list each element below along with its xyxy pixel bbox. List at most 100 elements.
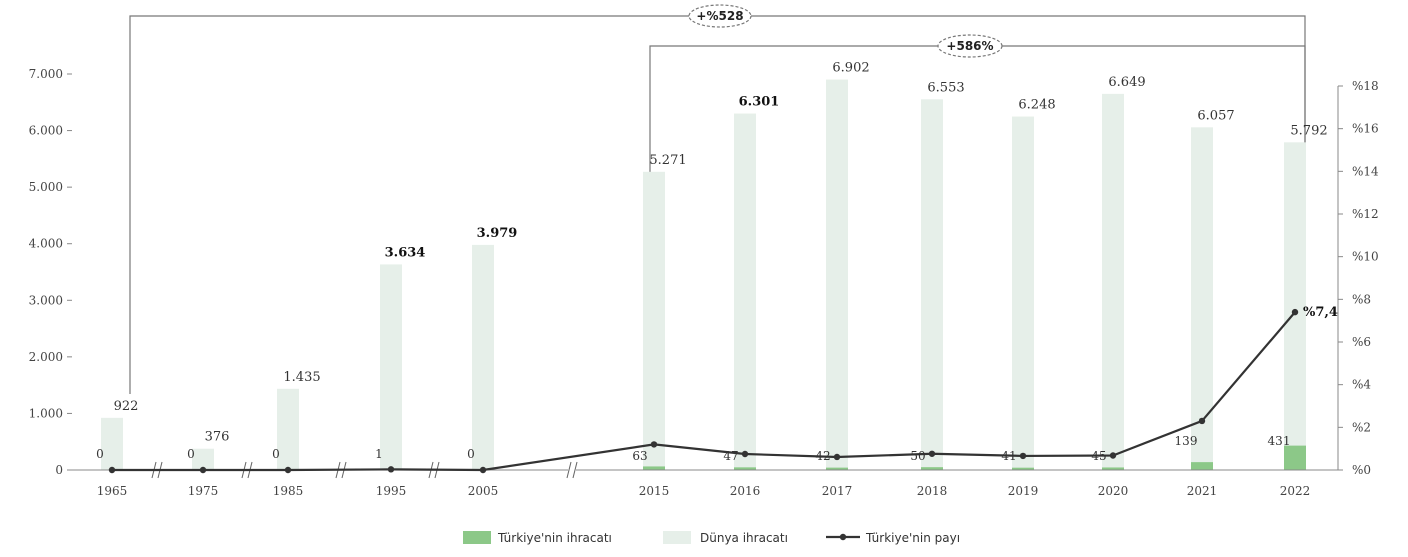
turkey-share-point-2015 (650, 441, 658, 448)
world-export-bar-1995 (380, 264, 402, 470)
turkey-export-bar-2018 (921, 467, 943, 470)
world-export-bars (101, 79, 1306, 471)
turkey-share-point-1975 (199, 466, 207, 474)
turkey-share-point-1965 (108, 466, 116, 474)
world-export-label-1975: 376 (205, 430, 230, 445)
y2-tick-label: %16 (1352, 122, 1379, 136)
y-tick-label: 5.000 (29, 180, 63, 194)
x-tick-label-1995: 1995 (376, 484, 407, 498)
turkey-share-point-2019 (1019, 452, 1027, 460)
turkey-share-point-2005 (479, 466, 487, 474)
turkey-export-label-2015: 63 (632, 449, 647, 463)
legend: Türkiye'nin ihracatı Dünya ihracatı Türkiy… (463, 531, 960, 545)
turkey-share-point-1995 (387, 466, 395, 473)
y-tick-label: 6.000 (29, 124, 63, 138)
x-tick-label-1985: 1985 (273, 484, 304, 498)
y-tick-label: 7.000 (29, 67, 63, 81)
y-tick-label: 0 (55, 463, 63, 477)
world-export-label-1995: 3.634 (385, 245, 426, 260)
world-export-bar-2016 (734, 113, 756, 470)
turkey-export-label-2019: 41 (1001, 449, 1016, 463)
turkey-export-bar-2021 (1191, 462, 1213, 470)
world-export-label-1965: 922 (114, 399, 139, 414)
world-export-label-2019: 6.248 (1018, 98, 1055, 113)
callout-bubble (688, 4, 752, 28)
world-export-bar-2018 (921, 99, 943, 471)
turkey-share-point-1985 (284, 466, 292, 474)
y2-tick-label: %18 (1352, 79, 1379, 93)
turkey-export-label-1975: 0 (187, 447, 195, 461)
turkey-export-bar-2015 (643, 466, 665, 470)
turkey-export-label-2022: 431 (1268, 434, 1291, 448)
turkey-share-line (108, 308, 1299, 474)
world-export-label-2005: 3.979 (477, 226, 518, 241)
turkey-share-point-2016 (741, 450, 749, 458)
svg-text:Türkiye'nin ihracatı: Türkiye'nin ihracatı (497, 531, 612, 545)
y-tick-label: 3.000 (29, 293, 63, 307)
world-export-bar-2005 (472, 244, 494, 470)
world-export-label-2021: 6.057 (1197, 108, 1234, 123)
x-tick-label-2015: 2015 (639, 484, 670, 498)
turkey-export-label-2018: 50 (910, 449, 925, 463)
x-tick-label-2019: 2019 (1008, 484, 1039, 498)
turkey-export-label-2017: 42 (815, 449, 830, 463)
x-tick-label-2022: 2022 (1280, 484, 1311, 498)
x-tick-label-2005: 2005 (468, 484, 499, 498)
turkey-export-bar-2019 (1012, 467, 1034, 470)
world-export-bar-2015 (643, 171, 665, 470)
turkey-export-label-2016: 47 (723, 449, 738, 463)
y-tick-label: 4.000 (29, 237, 63, 251)
y-tick-label: 1.000 (29, 406, 63, 420)
y2-tick-label: %10 (1352, 250, 1379, 264)
world-export-label-2017: 6.902 (832, 61, 869, 76)
turkey-export-bar-2017 (826, 467, 848, 470)
turkey-share-point-2018 (928, 450, 936, 457)
x-tick-label-2018: 2018 (917, 484, 948, 498)
turkey-share-point-2021 (1198, 417, 1206, 425)
callout-bubble (937, 34, 1003, 58)
turkey-export-bar-2022 (1284, 445, 1306, 470)
x-tick-label-2020: 2020 (1098, 484, 1129, 498)
world-export-label-1985: 1.435 (283, 370, 320, 385)
axis-break-mark (566, 460, 578, 480)
world-export-label-2015: 5.271 (649, 153, 686, 168)
turkey-export-label-1965: 0 (96, 447, 104, 461)
world-export-label-2016: 6.301 (739, 95, 780, 110)
y2-tick-label: %2 (1352, 420, 1371, 434)
y2-tick-label: %6 (1352, 335, 1371, 349)
turkey-export-bar-2016 (734, 467, 756, 470)
callout-label: +586% (946, 39, 993, 53)
svg-text:Dünya ihracatı: Dünya ihracatı (700, 531, 788, 545)
world-export-label-2022: 5.792 (1290, 123, 1327, 138)
legend-entry-turkey-export: Türkiye'nin ihracatı (463, 531, 612, 545)
turkey-export-label-2005: 0 (467, 447, 475, 461)
turkey-share-point-2020 (1109, 452, 1117, 459)
y2-tick-label: %0 (1352, 463, 1371, 477)
world-export-bar-2022 (1284, 142, 1306, 470)
turkey-export-label-2021: 139 (1175, 434, 1198, 448)
x-tick-label-1965: 1965 (97, 484, 128, 498)
turkey-share-end-label: %7,4 (1303, 305, 1338, 320)
turkey-export-bar-2020 (1102, 467, 1124, 470)
x-tick-label-2021: 2021 (1187, 484, 1218, 498)
legend-entry-turkey-share: Türkiye'nin payı (826, 531, 960, 545)
turkey-export-label-1985: 0 (272, 447, 280, 461)
turkey-share-point-2022 (1291, 308, 1299, 316)
x-tick-label-2017: 2017 (822, 484, 853, 498)
world-export-bar-2019 (1012, 116, 1034, 470)
value-labels: %7,4 922 376 1.435 3.634 3.979 5.271 6.301 6.902… (96, 61, 1338, 463)
world-export-bar-1965 (101, 417, 123, 470)
turkey-export-label-2020: 45 (1091, 449, 1106, 463)
turkey-share-point-2017 (833, 453, 841, 461)
world-export-bar-2020 (1102, 93, 1124, 471)
callout-1: +%528 (129, 4, 1306, 394)
x-tick-label-1975: 1975 (188, 484, 219, 498)
world-export-label-2020: 6.649 (1108, 75, 1145, 90)
svg-text:Türkiye'nin payı: Türkiye'nin payı (865, 531, 960, 545)
world-export-bar-2017 (826, 79, 848, 470)
y-tick-label: 2.000 (29, 350, 63, 364)
y2-tick-label: %4 (1352, 378, 1371, 392)
x-tick-label-2016: 2016 (730, 484, 761, 498)
callout-label: +%528 (696, 9, 743, 23)
